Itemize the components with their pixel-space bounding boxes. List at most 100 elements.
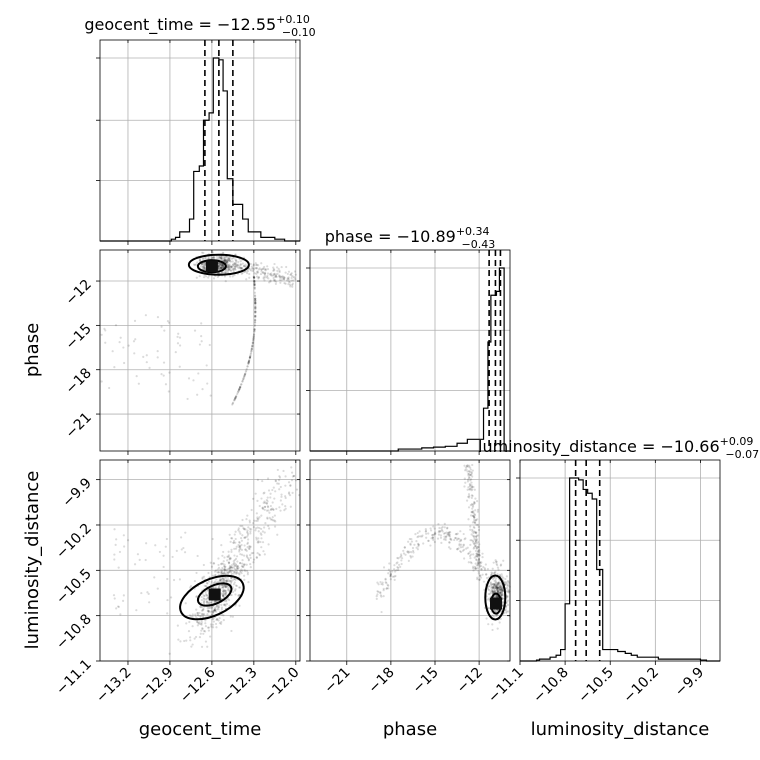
ytick-label: −21	[63, 410, 95, 442]
sample-point	[245, 554, 248, 557]
sample-point	[170, 596, 173, 599]
sample-point	[207, 629, 210, 632]
sample-point	[222, 594, 225, 597]
sample-point	[255, 536, 258, 539]
sample-point	[230, 629, 233, 633]
sample-point	[246, 272, 249, 275]
sample-point	[487, 592, 490, 596]
sample-point	[468, 476, 471, 480]
sample-point	[275, 507, 278, 510]
sample-point	[473, 516, 476, 519]
sample-point	[379, 580, 382, 584]
sample-point	[269, 492, 272, 495]
sample-point	[187, 630, 191, 633]
sample-point	[431, 533, 435, 537]
density-contour	[484, 574, 507, 621]
sample-point	[216, 618, 219, 621]
density-peak	[205, 260, 218, 273]
sample-point	[209, 610, 212, 613]
sample-point	[462, 532, 465, 536]
sample-point	[397, 568, 400, 572]
sample-point	[200, 619, 203, 622]
sample-point	[287, 492, 291, 495]
sample-point	[467, 465, 470, 468]
sample-point	[254, 307, 257, 311]
sample-point	[255, 538, 258, 541]
sample-point	[419, 535, 422, 538]
sample-point	[491, 591, 494, 594]
sample-point	[467, 518, 470, 521]
sample-point	[194, 615, 197, 618]
sample-point	[232, 401, 235, 404]
sample-point	[220, 577, 223, 580]
sample-point	[233, 561, 236, 565]
sample-point	[233, 559, 236, 562]
ytick-label: −18	[63, 365, 95, 397]
sample-point	[448, 541, 451, 544]
sample-point	[253, 328, 256, 331]
sample-point	[284, 496, 287, 500]
sample-point	[210, 601, 213, 605]
sample-point	[436, 537, 440, 540]
sample-point	[201, 577, 204, 580]
sample-point	[465, 547, 468, 550]
sample-point	[284, 282, 287, 285]
sample-point	[202, 251, 205, 255]
sample-point	[494, 580, 497, 584]
sample-point	[477, 528, 481, 532]
sample-point	[229, 570, 232, 573]
sample-point	[257, 264, 260, 267]
sample-point	[231, 579, 234, 582]
sample-point	[475, 531, 478, 534]
sample-point	[475, 547, 479, 550]
sample-point	[241, 559, 244, 562]
sample-point	[395, 562, 398, 565]
ytick-label: −10.2	[53, 520, 95, 562]
sample-point	[166, 598, 169, 602]
sample-point	[469, 479, 472, 482]
ylabel-luminosity-distance: luminosity_distance	[22, 471, 43, 650]
sample-point	[229, 266, 233, 269]
sample-point	[408, 550, 411, 554]
sample-point	[277, 267, 280, 270]
sample-point	[485, 576, 489, 580]
sample-point	[385, 582, 388, 585]
sample-point	[495, 560, 498, 563]
sample-point	[122, 346, 125, 349]
sample-point	[463, 464, 466, 467]
sample-point	[210, 606, 213, 609]
sample-point	[198, 635, 202, 639]
sample-point	[228, 556, 231, 559]
sample-point	[284, 475, 287, 478]
sample-point	[218, 578, 222, 581]
sample-point	[243, 375, 246, 378]
sample-point	[220, 592, 223, 595]
xtick-label: −12.9	[135, 665, 177, 707]
sample-point	[243, 544, 246, 547]
sample-point	[274, 480, 277, 483]
sample-point	[220, 571, 224, 574]
sample-point	[221, 264, 224, 267]
sample-point	[196, 611, 199, 615]
sample-point	[234, 537, 237, 541]
sample-point	[245, 369, 248, 372]
sample-point	[254, 305, 257, 308]
sample-point	[252, 335, 255, 339]
sample-point	[495, 588, 498, 591]
xtick-label: −11.1	[485, 665, 527, 707]
sample-point	[233, 563, 236, 567]
sample-point	[254, 306, 257, 309]
sample-point	[235, 564, 238, 567]
sample-point	[210, 565, 214, 568]
sample-point	[214, 622, 218, 626]
sample-point	[212, 562, 216, 565]
sample-point	[476, 523, 479, 526]
sample-point	[273, 497, 276, 500]
sample-point	[472, 515, 476, 518]
sample-point	[385, 587, 388, 590]
sample-point	[220, 264, 223, 267]
sample-point	[431, 536, 434, 539]
sample-point	[417, 535, 420, 538]
sample-point	[267, 506, 270, 509]
sample-point	[229, 540, 232, 543]
